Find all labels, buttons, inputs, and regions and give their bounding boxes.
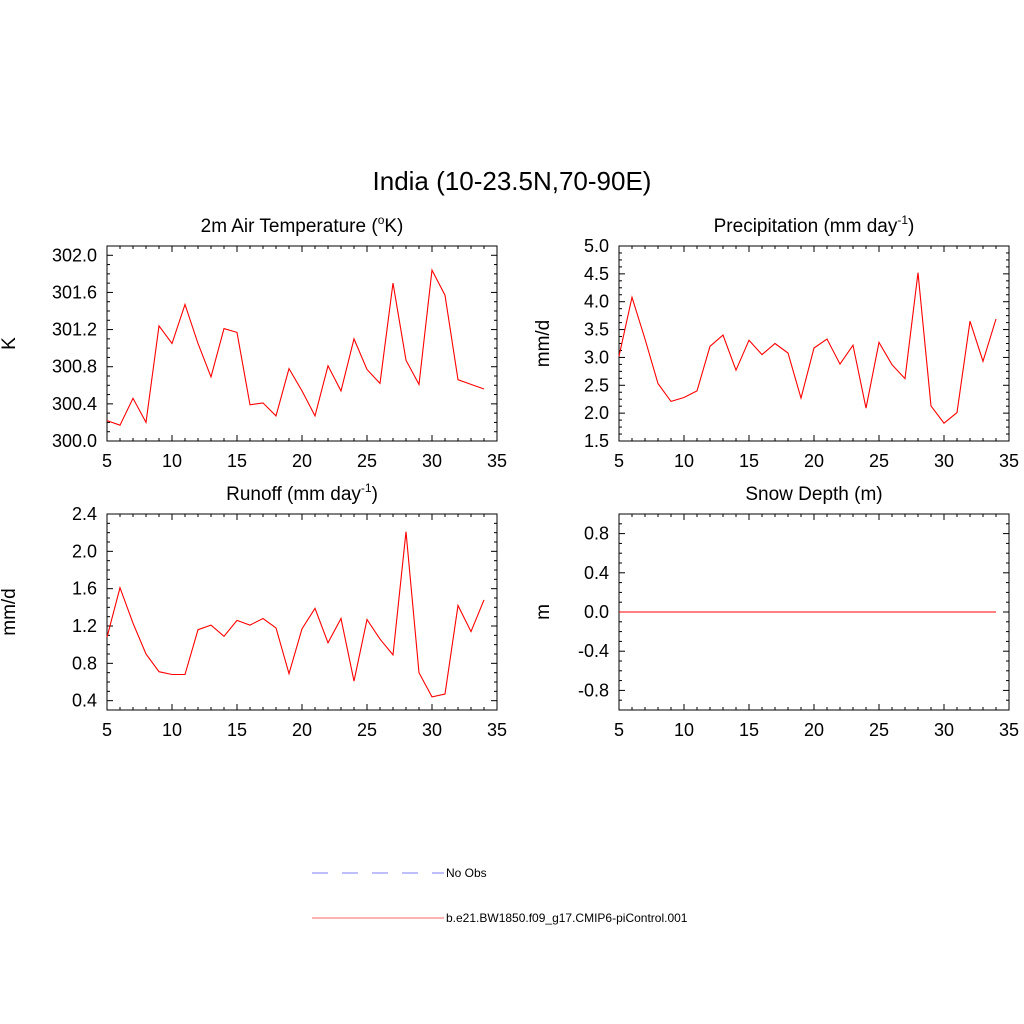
runoff-title-main: Runoff (mm day — [226, 484, 361, 505]
air-temperature-x-tick-label: 30 — [422, 451, 442, 471]
air-temperature-y-tick-label: 301.6 — [52, 282, 97, 302]
precipitation-title-superscript: -1 — [897, 213, 908, 227]
precipitation-y-tick-label: 3.5 — [584, 320, 609, 340]
precipitation-y-tick-label: 1.5 — [584, 431, 609, 451]
panel-air-temperature: 5 10 15 20 25 30 35 300.0 300.4 300.8 301.2 301.6 30… — [0, 213, 507, 471]
air-temperature-title-main: 2m Air Temperature ( — [201, 216, 379, 237]
precipitation-y-tick-label: 2.0 — [584, 403, 609, 423]
air-temperature-title-end: K) — [384, 216, 403, 237]
precipitation-x-tick-label: 25 — [869, 451, 889, 471]
air-temperature-y-tick-label: 300.4 — [52, 394, 97, 414]
runoff-y-axis-label: mm/d — [0, 588, 20, 636]
runoff-x-tick-label: 10 — [162, 720, 182, 740]
runoff-y-tick-label: 0.4 — [72, 691, 97, 711]
precipitation-title-main: Precipitation (mm day — [714, 216, 898, 237]
air-temperature-y-axis-label: K — [0, 337, 20, 350]
snow-depth-x-tick-label: 10 — [674, 720, 694, 740]
precipitation-y-tick-label: 4.0 — [584, 292, 609, 312]
precipitation-y-tick-label: 4.5 — [584, 264, 609, 284]
runoff-x-tick-label: 30 — [422, 720, 442, 740]
air-temperature-y-tick-label: 300.8 — [52, 357, 97, 377]
runoff-x-tick-label: 25 — [357, 720, 377, 740]
precipitation-x-tick-label: 30 — [934, 451, 954, 471]
snow-depth-x-tick-label: 25 — [869, 720, 889, 740]
legend-label-no-obs: No Obs — [446, 866, 487, 880]
runoff-y-tick-label: 1.2 — [72, 616, 97, 636]
precipitation-y-tick-label: 2.5 — [584, 375, 609, 395]
air-temperature-title-superscript: o — [378, 213, 385, 227]
precipitation-x-tick-label: 35 — [999, 451, 1019, 471]
runoff-y-tick-label: 1.6 — [72, 579, 97, 599]
snow-depth-y-tick-label: 0.8 — [584, 524, 609, 544]
precipitation-x-tick-label: 5 — [614, 451, 624, 471]
main-title: India (10-23.5N,70-90E) — [373, 166, 652, 196]
precipitation-series-line — [618, 272, 997, 424]
air-temperature-x-tick-label: 25 — [357, 451, 377, 471]
precipitation-y-tick-label: 5.0 — [584, 236, 609, 256]
runoff-title: Runoff (mm day-1) — [226, 481, 378, 505]
snow-depth-x-tick-label: 15 — [739, 720, 759, 740]
snow-depth-title-main: Snow Depth (m) — [745, 484, 882, 505]
runoff-x-tick-label: 15 — [227, 720, 247, 740]
snow-depth-x-tick-label: 5 — [614, 720, 624, 740]
precipitation-y-axis-label: mm/d — [533, 320, 554, 368]
air-temperature-x-tick-label: 20 — [292, 451, 312, 471]
snow-depth-x-tick-label: 35 — [999, 720, 1019, 740]
air-temperature-y-tick-label: 301.2 — [52, 320, 97, 340]
snow-depth-x-tick-label: 20 — [804, 720, 824, 740]
air-temperature-x-tick-label: 5 — [102, 451, 112, 471]
air-temperature-title: 2m Air Temperature (oK) — [201, 213, 404, 237]
runoff-y-tick-label: 0.8 — [72, 653, 97, 673]
snow-depth-title: Snow Depth (m) — [745, 484, 882, 505]
precipitation-y-tick-label: 3.0 — [584, 347, 609, 367]
air-temperature-series-line — [106, 268, 485, 426]
precipitation-title: Precipitation (mm day-1) — [714, 213, 915, 237]
snow-depth-y-tick-label: 0.0 — [584, 602, 609, 622]
air-temperature-x-tick-label: 15 — [227, 451, 247, 471]
panel-runoff: 5 10 15 20 25 30 35 0.4 0.8 1.2 1.6 2.0 2.4 Runoff (m… — [0, 481, 507, 740]
snow-depth-y-tick-label: -0.8 — [578, 680, 609, 700]
runoff-title-superscript: -1 — [361, 481, 372, 495]
precipitation-x-tick-label: 15 — [739, 451, 759, 471]
runoff-x-tick-label: 5 — [102, 720, 112, 740]
runoff-x-tick-label: 20 — [292, 720, 312, 740]
runoff-y-tick-label: 2.0 — [72, 541, 97, 561]
snow-depth-y-tick-label: -0.4 — [578, 641, 609, 661]
snow-depth-x-tick-label: 30 — [934, 720, 954, 740]
runoff-x-tick-label: 35 — [487, 720, 507, 740]
runoff-y-tick-label: 2.4 — [72, 504, 97, 524]
precipitation-title-end: ) — [908, 216, 914, 237]
legend: No Obs b.e21.BW1850.f09_g17.CMIP6-piCont… — [312, 866, 688, 925]
precipitation-x-tick-label: 10 — [674, 451, 694, 471]
panel-snow-depth: 5 10 15 20 25 30 35 -0.8 -0.4 0.0 0.4 0.8 Snow Depth… — [533, 484, 1019, 740]
air-temperature-y-tick-label: 302.0 — [52, 245, 97, 265]
snow-depth-y-tick-label: 0.4 — [584, 563, 609, 583]
precipitation-x-tick-label: 20 — [804, 451, 824, 471]
air-temperature-x-tick-label: 10 — [162, 451, 182, 471]
panel-precipitation: 5 10 15 20 25 30 35 1.5 2.0 2.5 3.0 3.5 4.0 4.5 5.0 Pre… — [533, 213, 1019, 471]
air-temperature-y-tick-label: 300.0 — [52, 431, 97, 451]
legend-label-model: b.e21.BW1850.f09_g17.CMIP6-piControl.001 — [446, 911, 688, 925]
runoff-title-end: ) — [372, 484, 378, 505]
runoff-series-line — [106, 531, 485, 698]
snow-depth-y-axis-label: m — [533, 604, 554, 620]
air-temperature-x-tick-label: 35 — [487, 451, 507, 471]
